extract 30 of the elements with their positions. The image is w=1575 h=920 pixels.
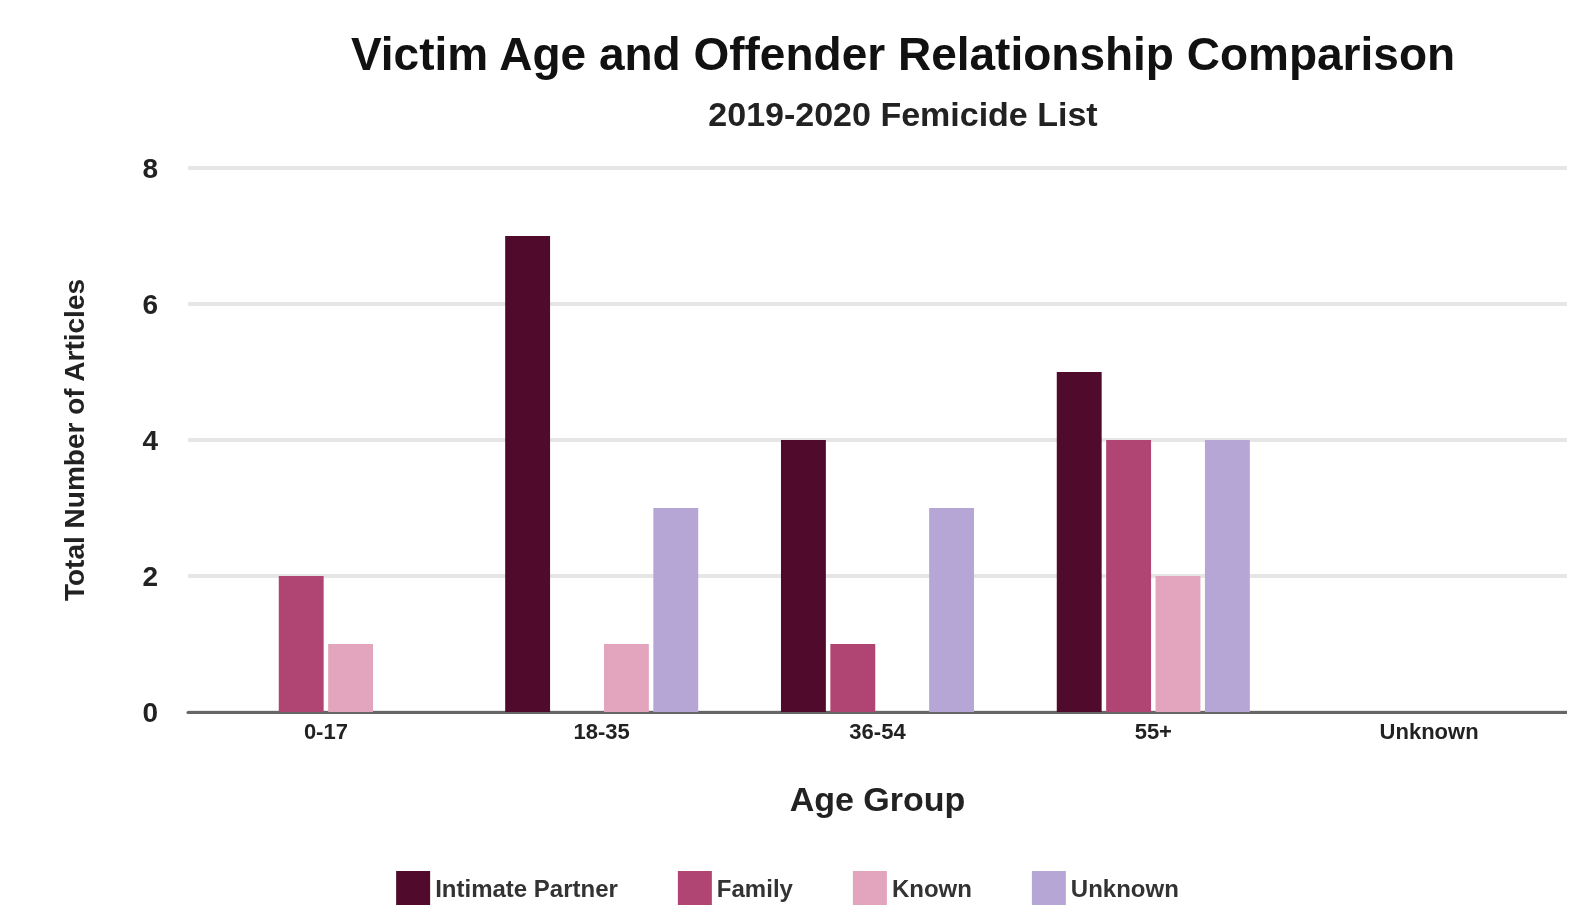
y-tick-label: 0 — [142, 696, 158, 728]
x-tick-label: 0-17 — [303, 718, 348, 744]
y-tick-label: 6 — [142, 288, 158, 320]
bar — [505, 236, 551, 712]
legend-label: Unknown — [1070, 874, 1179, 902]
bar — [603, 644, 649, 712]
x-axis-title: Age Group — [789, 780, 966, 818]
bar — [278, 576, 324, 712]
bar — [929, 508, 975, 712]
x-tick-label: 18-35 — [573, 718, 630, 744]
y-axis-title: Total Number of Articles — [58, 278, 90, 602]
x-tick-label: Unknown — [1379, 718, 1479, 744]
bar — [653, 508, 699, 712]
bar — [780, 440, 826, 712]
chart-title: Victim Age and Offender Relationship Comparison — [350, 28, 1456, 80]
bar — [328, 644, 374, 712]
y-tick-label: 2 — [142, 560, 158, 592]
chart-subtitle: 2019-2020 Femicide List — [708, 95, 1098, 133]
legend-label: Known — [891, 874, 972, 902]
bar — [1204, 440, 1250, 712]
x-tick-label: 36-54 — [849, 718, 907, 744]
bar — [1155, 576, 1201, 712]
bar — [1056, 372, 1102, 712]
legend-label: Intimate Partner — [435, 874, 618, 902]
y-tick-label: 4 — [142, 424, 159, 456]
bar — [830, 644, 876, 712]
bar — [1106, 440, 1152, 712]
x-tick-label: 55+ — [1134, 718, 1172, 744]
legend-label: Family — [716, 874, 794, 902]
y-tick-label: 8 — [142, 152, 158, 184]
